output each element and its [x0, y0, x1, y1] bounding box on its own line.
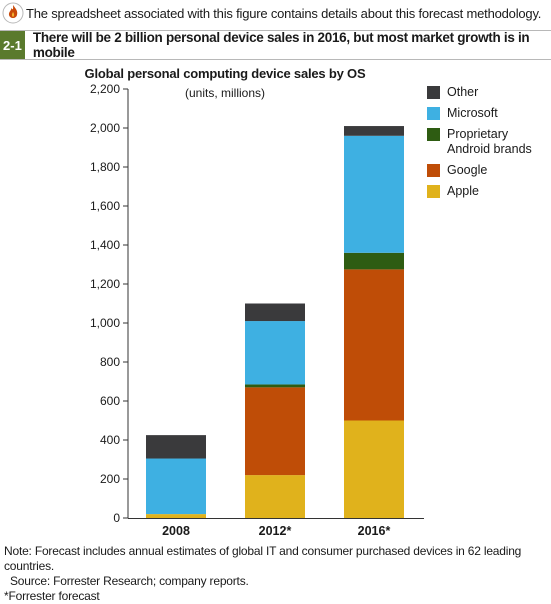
figure-footer: Note: Forecast includes annual estimates…	[4, 544, 551, 604]
footer-forecast: *Forrester forecast	[4, 589, 100, 603]
legend-swatch	[427, 107, 440, 120]
legend-swatch	[427, 128, 440, 141]
y-tick-label: 1,800	[90, 160, 120, 174]
bar-segment-google	[344, 269, 404, 421]
legend-label: Google	[447, 163, 488, 177]
spreadsheet-note-text: The spreadsheet associated with this fig…	[26, 5, 542, 21]
legend-label: Other	[447, 85, 479, 99]
x-tick-label: 2008	[162, 524, 190, 538]
figure-header: 2-1 There will be 2 billion personal dev…	[0, 30, 551, 60]
legend-label: Proprietary Android brands	[447, 127, 532, 156]
bar-segment-proprietary-android-brands	[245, 384, 305, 388]
legend-swatch	[427, 185, 440, 198]
bar-segment-microsoft	[245, 321, 305, 385]
bar-segment-microsoft	[344, 135, 404, 253]
y-tick-label: 2,200	[90, 82, 120, 96]
footer-source: Source: Forrester Research; company repo…	[10, 574, 249, 588]
bar-segment-other	[344, 126, 404, 136]
legend-item: Other	[427, 85, 551, 100]
bar-segment-proprietary-android-brands	[344, 252, 404, 270]
y-tick-label: 1,000	[90, 316, 120, 330]
legend-swatch	[427, 86, 440, 99]
legend-swatch	[427, 164, 440, 177]
footer-note: Note: Forecast includes annual estimates…	[4, 544, 522, 573]
legend-item: Apple	[427, 184, 551, 199]
y-tick-label: 1,200	[90, 277, 120, 291]
chart-legend: Other Microsoft Proprietary Android brands…	[427, 85, 551, 199]
y-tick-label: 400	[100, 433, 120, 447]
bar-segment-microsoft	[146, 458, 206, 515]
spreadsheet-note: The spreadsheet associated with this fig…	[0, 0, 551, 26]
spreadsheet-flame-icon	[2, 2, 24, 24]
legend-label: Apple	[447, 184, 479, 198]
bar-segment-apple	[344, 420, 404, 518]
figure-number-badge: 2-1	[0, 31, 25, 59]
y-tick-label: 0	[113, 511, 120, 525]
bar-segment-other	[245, 303, 305, 322]
legend-item: Proprietary Android brands	[427, 127, 551, 157]
y-tick-label: 1,400	[90, 238, 120, 252]
x-tick-label: 2016*	[358, 524, 391, 538]
y-tick-label: 1,600	[90, 199, 120, 213]
chart-title: Global personal computing device sales b…	[84, 66, 366, 81]
bar-segment-apple	[146, 514, 206, 518]
figure-title: There will be 2 billion personal device …	[32, 30, 530, 60]
bar-segment-other	[146, 435, 206, 459]
bar-segment-google	[245, 387, 305, 476]
legend-label: Microsoft	[447, 106, 498, 120]
bar-segment-apple	[245, 475, 305, 518]
x-tick-label: 2012*	[259, 524, 292, 538]
y-tick-label: 2,000	[90, 121, 120, 135]
y-tick-label: 800	[100, 355, 120, 369]
legend-item: Google	[427, 163, 551, 178]
y-tick-label: 600	[100, 394, 120, 408]
chart-subtitle: (units, millions)	[184, 86, 265, 100]
y-tick-label: 200	[100, 472, 120, 486]
legend-item: Microsoft	[427, 106, 551, 121]
